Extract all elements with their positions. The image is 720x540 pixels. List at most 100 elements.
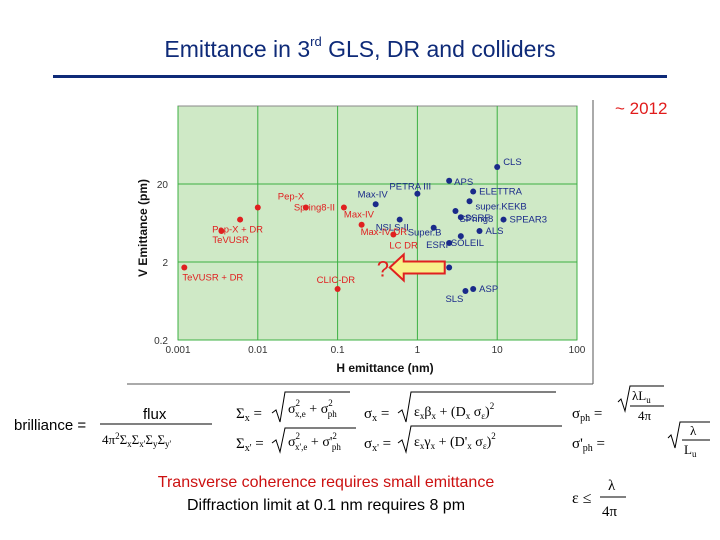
- svg-text:λLu: λLu: [632, 388, 651, 405]
- data-point: [466, 198, 473, 205]
- sigma-ph-formula: σph = λLu 4π: [572, 385, 664, 424]
- title-pre: Emittance in 3: [164, 36, 311, 62]
- data-point: [430, 224, 437, 231]
- point-label: SPring8: [459, 214, 493, 225]
- tick-labels: 0.001 0.01 0.1 1 10 100 0.2 2 20: [154, 180, 586, 356]
- diffraction-statement: Diffraction limit at 0.1 nm requires 8 p…: [186, 497, 466, 514]
- point-label: SPEAR3: [510, 215, 548, 226]
- svg-text:σ'ph =: σ'ph =: [572, 436, 605, 454]
- svg-text:λ: λ: [608, 478, 616, 494]
- data-point: [358, 221, 365, 228]
- point-label: super.KEKB: [476, 201, 527, 212]
- svg-text:λ: λ: [690, 423, 697, 438]
- data-point: [446, 240, 453, 247]
- point-label: SOLEIL: [451, 238, 484, 249]
- arrow-shape: [388, 252, 446, 283]
- data-point: [476, 227, 483, 234]
- data-point: [254, 204, 261, 211]
- point-label: SLS: [445, 294, 463, 305]
- point-label: ELETTRA: [479, 187, 522, 198]
- svg-text:ε ≤: ε ≤: [572, 490, 592, 507]
- point-label: NSLS-II: [376, 223, 409, 234]
- data-point: [218, 227, 225, 234]
- sigma-ph-prime-formula: σ'ph = λ Lu: [572, 421, 710, 458]
- title-superscript: rd: [310, 34, 322, 50]
- x-tick-label: 0.1: [331, 345, 345, 356]
- point-label: SSRF: [465, 213, 491, 224]
- data-point: [494, 164, 501, 171]
- data-point: [414, 190, 421, 197]
- point-label: TeVUSR + DR: [182, 273, 243, 284]
- svg-text:4π: 4π: [638, 408, 652, 423]
- data-point: [334, 286, 341, 293]
- y-tick-label: 0.2: [154, 336, 168, 347]
- svg-text:εxγx + (D'x σε)2: εxγx + (D'x σε)2: [414, 431, 496, 451]
- y-tick-label: 2: [162, 258, 168, 269]
- plot-area: [177, 105, 578, 341]
- svg-text:σph =: σph =: [572, 406, 602, 424]
- data-point: [396, 216, 403, 223]
- x-axis-label: H emittance (nm): [336, 361, 433, 375]
- x-tick-label: 100: [569, 345, 586, 356]
- x-tick-label: 1: [415, 345, 421, 356]
- x-tick-label: 0.01: [248, 345, 268, 356]
- question-mark: ?: [377, 257, 389, 282]
- svg-text:Lu: Lu: [684, 442, 697, 458]
- data-point: [457, 214, 464, 221]
- svg-text:σx' =: σx' =: [364, 436, 391, 454]
- data-point: [462, 287, 469, 294]
- brilliance-label: brilliance =: [14, 417, 86, 434]
- flux-label: flux: [143, 406, 167, 423]
- brilliance-denominator: 4π2ΣxΣx'ΣyΣy': [102, 431, 172, 449]
- slide-title: Emittance in 3rd GLS, DR and colliders: [0, 34, 720, 63]
- svg-text:εxβx + (Dx σε)2: εxβx + (Dx σε)2: [414, 401, 494, 421]
- emittance-limit-formula: ε ≤ λ 4π: [572, 478, 626, 520]
- year-label: ~ 2012: [615, 99, 668, 118]
- data-point: [457, 233, 464, 240]
- point-label: TeVUSR: [212, 235, 249, 246]
- grid-lines: [177, 106, 578, 341]
- y-tick-label: 20: [157, 180, 169, 191]
- data-points: [181, 164, 507, 294]
- point-label: CLIC-DR: [317, 275, 356, 286]
- point-label: ALS: [485, 226, 503, 237]
- point-label: PETRA III: [389, 182, 431, 193]
- svg-text:4π: 4π: [602, 504, 618, 520]
- point-label: Max-IV: [358, 189, 389, 200]
- coherence-statement: Transverse coherence requires small emit…: [157, 474, 495, 491]
- data-point: [302, 204, 309, 211]
- sigma-xp-formula: Σx' = σ2 x',e + σ'2 ph: [236, 427, 356, 454]
- point-label: ESRF: [426, 240, 452, 251]
- svg-text:Σx =: Σx =: [236, 406, 262, 424]
- point-labels: CLS APS ELETTRA PETRA III super.KEKB Max-IV SP…: [182, 157, 547, 305]
- data-point: [446, 177, 453, 184]
- data-point: [372, 201, 379, 208]
- data-point: [470, 286, 477, 293]
- data-point: [390, 231, 397, 238]
- sigma-x-formula: Σx = σ2 x,e + σ2 ph: [236, 391, 350, 424]
- x-tick-label: 0.001: [165, 345, 190, 356]
- title-rule: [53, 75, 667, 78]
- data-point: [181, 264, 188, 271]
- point-label: Spring8-II: [294, 202, 335, 213]
- point-label: Super.B: [408, 228, 442, 239]
- data-point: [340, 204, 347, 211]
- formula-block: brilliance = flux 4π2ΣxΣx'ΣyΣy' Σx = σ2 x…: [14, 385, 710, 458]
- data-point: [470, 188, 477, 195]
- sigma-xp-beam-formula: σx' = εxγx + (D'x σε)2: [364, 425, 562, 454]
- point-label: Max-IV: [344, 209, 375, 220]
- arrow-annotation: ?: [377, 252, 446, 283]
- title-post: GLS, DR and colliders: [321, 36, 556, 62]
- svg-text:σx =: σx =: [364, 406, 389, 424]
- point-label: CLS: [503, 157, 521, 168]
- point-label: ASP: [479, 284, 498, 295]
- data-point: [500, 216, 507, 223]
- emittance-chart: 0.001 0.01 0.1 1 10 100 0.2 2 20 CLS APS ELETTRA PE…: [125, 98, 595, 386]
- svg-text:σ2x',e + σ'2ph: σ2 x',e + σ'2 ph: [288, 431, 341, 452]
- x-tick-label: 10: [492, 345, 504, 356]
- point-label: LC DR: [389, 241, 418, 252]
- data-point: [452, 208, 459, 215]
- svg-text:Σx' =: Σx' =: [236, 436, 264, 454]
- point-label: Pep-X: [278, 191, 305, 202]
